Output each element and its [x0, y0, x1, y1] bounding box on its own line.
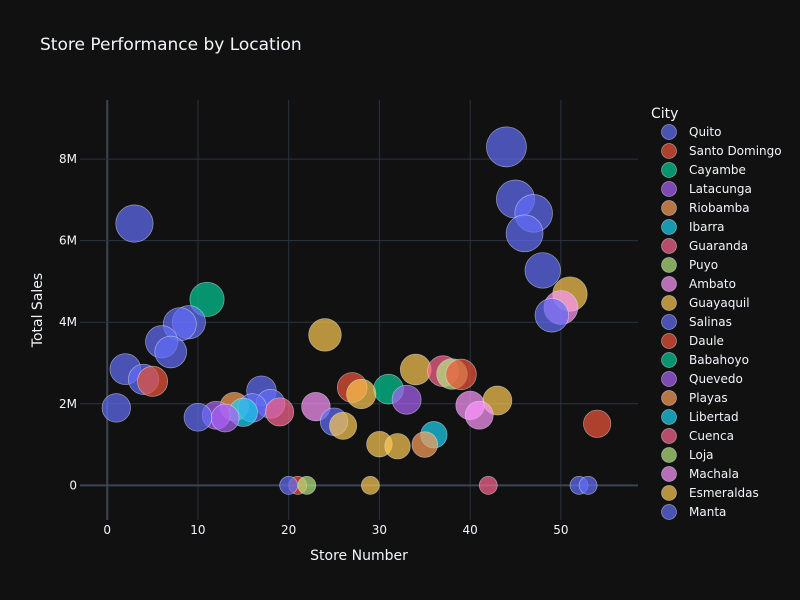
data-point-puyo[interactable]	[297, 475, 317, 495]
x-axis-label: Store Number	[310, 548, 408, 564]
legend-marker	[661, 238, 677, 254]
legend-marker	[661, 409, 677, 425]
legend-item-label[interactable]: Esmeraldas	[689, 486, 759, 500]
legend-marker	[661, 181, 677, 197]
data-point-quito[interactable]	[115, 204, 154, 243]
data-point-quevedo[interactable]	[391, 384, 422, 415]
legend-marker	[661, 276, 677, 292]
legend-marker	[661, 485, 677, 501]
data-point-guayaquil[interactable]	[346, 378, 377, 410]
legend-item-label[interactable]: Cuenca	[689, 429, 734, 443]
legend-marker	[661, 466, 677, 482]
data-point-guayaquil[interactable]	[308, 318, 342, 352]
data-point-guayaquil[interactable]	[384, 433, 411, 460]
data-point-quito[interactable]	[505, 214, 544, 253]
legend-item-label[interactable]: Santo Domingo	[689, 144, 782, 158]
x-tick-label: 0	[103, 523, 111, 537]
legend-marker	[661, 333, 677, 349]
data-point-latacunga[interactable]	[210, 403, 240, 433]
legend-item-label[interactable]: Guayaquil	[689, 296, 750, 310]
legend-item-label[interactable]: Riobamba	[689, 201, 750, 215]
legend-item-label[interactable]: Loja	[689, 448, 714, 462]
x-tick-label: 30	[372, 523, 387, 537]
legend-item-label[interactable]: Quito	[689, 125, 721, 139]
data-point-guaranda[interactable]	[265, 397, 295, 427]
data-point-quito[interactable]	[183, 402, 213, 432]
legend-marker	[661, 371, 677, 387]
data-point-santo-domingo[interactable]	[137, 365, 169, 397]
legend-marker	[661, 219, 677, 235]
legend-marker	[661, 504, 677, 520]
x-tick-label: 40	[463, 523, 478, 537]
legend-item-label[interactable]: Playas	[689, 391, 728, 405]
legend-marker	[661, 352, 677, 368]
legend-item-label[interactable]: Ambato	[689, 277, 736, 291]
chart-title: Store Performance by Location	[40, 35, 302, 55]
legend-item-label[interactable]: Guaranda	[689, 239, 748, 253]
legend-marker	[661, 447, 677, 463]
legend-item-label[interactable]: Babahoyo	[689, 353, 749, 367]
data-point-guayaquil[interactable]	[399, 353, 432, 386]
legend-marker	[661, 257, 677, 273]
data-point-quito[interactable]	[154, 335, 187, 369]
data-point-manta[interactable]	[578, 475, 598, 495]
legend: City Quito Santo Domingo Cayambe Latacunga R…	[651, 106, 782, 520]
legend-marker	[661, 143, 677, 159]
legend-title: City	[651, 106, 678, 122]
legend-item-label[interactable]: Libertad	[689, 410, 739, 424]
data-point-daule[interactable]	[583, 409, 612, 438]
data-points	[101, 126, 612, 495]
legend-item-label[interactable]: Ibarra	[689, 220, 725, 234]
legend-item-label[interactable]: Daule	[689, 334, 724, 348]
x-tick-label: 20	[281, 523, 296, 537]
data-point-cayambe[interactable]	[189, 281, 225, 317]
x-tick-label: 10	[190, 523, 205, 537]
y-tick-label: 4M	[59, 315, 77, 329]
y-tick-label: 8M	[59, 152, 77, 166]
data-point-guayaquil[interactable]	[329, 411, 358, 440]
legend-item-label[interactable]: Manta	[689, 505, 726, 519]
data-point-quito[interactable]	[524, 252, 561, 289]
legend-marker	[661, 200, 677, 216]
data-point-quito[interactable]	[279, 475, 299, 495]
legend-marker	[661, 295, 677, 311]
y-tick-label: 6M	[59, 234, 77, 248]
y-axis-label: Total Sales	[30, 273, 46, 348]
axis-ticks: 0 10 20 30 40 50 0 2M 4M 6M 8M	[59, 152, 569, 537]
legend-marker	[661, 124, 677, 140]
data-point-guayaquil[interactable]	[360, 475, 380, 495]
x-tick-label: 50	[553, 523, 568, 537]
data-point-quito[interactable]	[534, 298, 569, 333]
legend-item-label[interactable]: Cayambe	[689, 163, 746, 177]
legend-marker	[661, 390, 677, 406]
legend-marker	[661, 162, 677, 178]
y-tick-label: 2M	[59, 397, 77, 411]
data-point-playas[interactable]	[411, 431, 438, 458]
y-tick-label: 0	[69, 478, 77, 492]
legend-marker	[661, 428, 677, 444]
data-point-quito[interactable]	[101, 393, 131, 423]
legend-item-label[interactable]: Quevedo	[689, 372, 743, 386]
legend-item-label[interactable]: Salinas	[689, 315, 732, 329]
data-point-quito[interactable]	[486, 126, 527, 168]
data-point-cuenca[interactable]	[478, 475, 498, 495]
data-point-machala[interactable]	[464, 400, 494, 430]
legend-item-label[interactable]: Latacunga	[689, 182, 752, 196]
legend-marker	[661, 314, 677, 330]
legend-item-label[interactable]: Machala	[689, 467, 739, 481]
legend-item-label[interactable]: Puyo	[689, 258, 718, 272]
data-point-santo-domingo[interactable]	[445, 358, 477, 391]
